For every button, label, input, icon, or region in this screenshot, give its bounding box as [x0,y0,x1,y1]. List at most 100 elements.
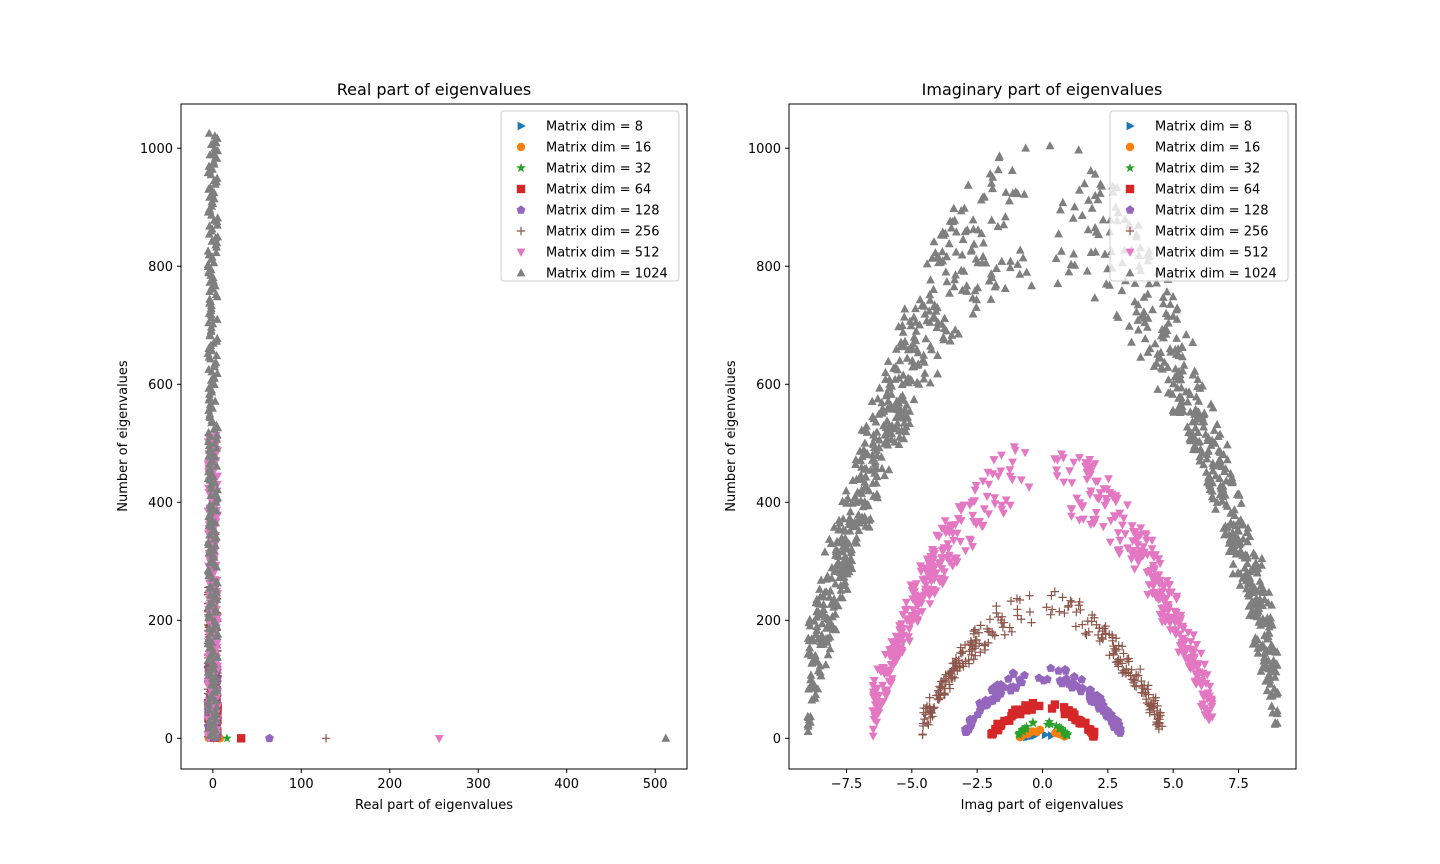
imag-part-point [1147,545,1157,554]
imag-part-point [1164,588,1174,597]
imag-part-point [935,693,945,703]
imag-part-point [957,250,967,259]
imag-part-point [1154,718,1163,727]
imag-part-point [1019,189,1029,198]
imag-part-point [919,350,929,359]
imag-part-point [912,594,922,603]
imag-part-point [868,732,878,741]
imag-part-point [1071,715,1080,724]
imag-part-point [1244,601,1254,610]
real-part-legend-label: Matrix dim = 8 [546,120,643,135]
real-part-point [222,733,232,743]
imag-part-point [996,467,1006,476]
imag-part-point [1129,675,1138,685]
imag-part-point [1025,591,1034,600]
imag-part-point [1005,262,1015,272]
imag-part-point [1108,493,1118,502]
imag-part-point [1077,675,1087,684]
imag-part-point [969,626,979,636]
imag-part-legend-label: Matrix dim = 512 [1155,246,1269,261]
imag-part-point [814,599,824,608]
real-part-0-xtick-label: 0 [209,777,217,792]
imag-part-point [831,625,841,634]
imag-part-point [1087,617,1096,626]
imag-part-point [942,252,952,261]
imag-part-xlabel: Imag part of eigenvalues [961,798,1124,813]
imag-part-point [1204,473,1213,482]
imag-part-legend-marker [1125,184,1135,194]
imag-part-point [812,625,822,634]
imag-part-point [1265,646,1275,655]
real-part-point [203,537,213,546]
imag-part-point [1162,601,1172,610]
imag-part-point [1253,563,1263,572]
real-part-point [206,480,216,489]
imag-part-point [940,313,949,322]
imag-part-point [806,670,816,679]
imag-part-point [1164,318,1173,327]
imag-part-point [864,486,874,495]
imag-part-point [1268,664,1278,673]
imag-part-point [1147,699,1156,709]
imag-part-point [911,303,920,313]
imag-part-point [1211,504,1220,513]
imag-part-point [1124,654,1133,663]
imag-part-point [1147,536,1157,545]
imag-part-point [1016,476,1026,485]
imag-part-point [1145,343,1155,353]
imag-part-point [1172,305,1181,314]
imag-part-point [920,368,930,377]
imag-part-point [964,659,974,668]
imag-part-point [909,615,919,624]
imag-part-point [1234,490,1244,499]
imag-part-point [1233,533,1243,542]
imag-part-point [850,492,860,502]
imag-part-point [1007,165,1017,174]
imag-part-point [1086,520,1096,529]
imag-part-point [1117,642,1127,651]
imag-part-point [1207,492,1217,501]
imag-part-point [1144,279,1154,288]
imag-part-point [823,650,833,659]
real-part-point [204,608,214,617]
imag-part-point [878,404,887,413]
real-part-point [265,733,274,743]
imag-part-point [932,322,942,332]
real-part-point [203,246,213,255]
imag-part-yticks: 0 200 400 600 800 1000 [748,142,789,747]
imag-part-point [1155,576,1164,585]
imag-part-point [899,418,909,427]
real-part-point [211,152,220,161]
imag-part-legend-label: Matrix dim = 64 [1155,183,1260,198]
imag-part-point [1015,245,1025,254]
imag-part-point [906,321,916,330]
imag-part-legend-label: Matrix dim = 16 [1155,141,1260,156]
imag-part-point [962,281,972,290]
imag-part-point [1188,417,1197,426]
imag-part-point [941,670,950,679]
imag-part-point [965,714,975,723]
imag-part-point [1186,655,1196,664]
imag-part-point [808,636,818,645]
imag-part-point [976,648,985,657]
imag-part-point [1052,472,1062,481]
imag-part-point [830,609,840,618]
imag-part-point [1001,212,1010,221]
imag-part-point [1183,397,1193,406]
imag-part-point [1158,299,1168,308]
imag-part-point [926,577,936,586]
imag-part-point [1064,267,1074,276]
imag-part-point [967,650,976,659]
imag-part-point [869,439,878,448]
imag-part-point [1027,281,1036,290]
imag-part-point [1094,495,1104,504]
imag-part-point [887,421,897,430]
imag-part-point [870,459,880,468]
imag-part-point [1200,711,1210,720]
imag-part-point [1124,321,1134,330]
imag-part-point [1257,553,1267,563]
imag-part-point [1114,641,1123,650]
imag-part-point [949,282,959,291]
real-part-point [212,506,222,515]
imag-part-point [978,477,988,486]
